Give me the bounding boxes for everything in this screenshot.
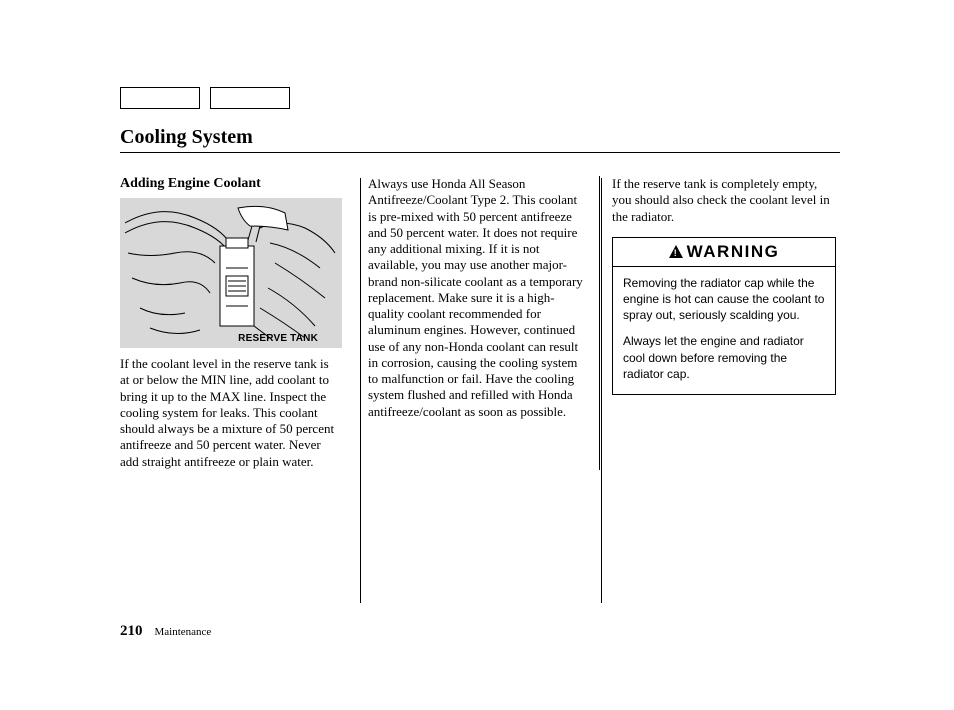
column-3: If the reserve tank is completely empty,… (600, 176, 840, 470)
reserve-tank-illustration (120, 198, 342, 348)
column-1: Adding Engine Coolant (120, 176, 360, 470)
subheading-adding-coolant: Adding Engine Coolant (120, 176, 340, 192)
warning-triangle-icon: ! (669, 245, 683, 258)
title-rule (120, 152, 840, 153)
svg-text:!: ! (673, 248, 678, 258)
content-columns: Adding Engine Coolant (120, 176, 840, 470)
column-divider-2 (601, 178, 602, 603)
warning-box: ! WARNING Removing the radiator cap whil… (612, 237, 836, 395)
column-2: Always use Honda All Season Antifreeze/C… (360, 176, 600, 470)
warning-paragraph-1: Removing the radiator cap while the engi… (623, 275, 825, 324)
page-title: Cooling System (120, 126, 253, 149)
section-label: Maintenance (155, 626, 212, 638)
page-number: 210 (120, 623, 143, 639)
warning-label: WARNING (687, 242, 780, 262)
figure-label: RESERVE TANK (238, 333, 318, 344)
col2-body: Always use Honda All Season Antifreeze/C… (368, 176, 587, 420)
warning-body: Removing the radiator cap while the engi… (613, 267, 835, 394)
column-divider-1 (360, 178, 361, 603)
figure-reserve-tank: RESERVE TANK (120, 198, 342, 348)
warning-header: ! WARNING (613, 238, 835, 267)
col3-intro: If the reserve tank is completely empty,… (612, 176, 840, 225)
nav-box-next[interactable] (210, 87, 290, 109)
nav-button-group (120, 87, 290, 109)
page-footer: 210 Maintenance (120, 622, 211, 640)
nav-box-prev[interactable] (120, 87, 200, 109)
warning-paragraph-2: Always let the engine and radiator cool … (623, 333, 825, 382)
col1-body: If the coolant level in the reserve tank… (120, 356, 340, 470)
